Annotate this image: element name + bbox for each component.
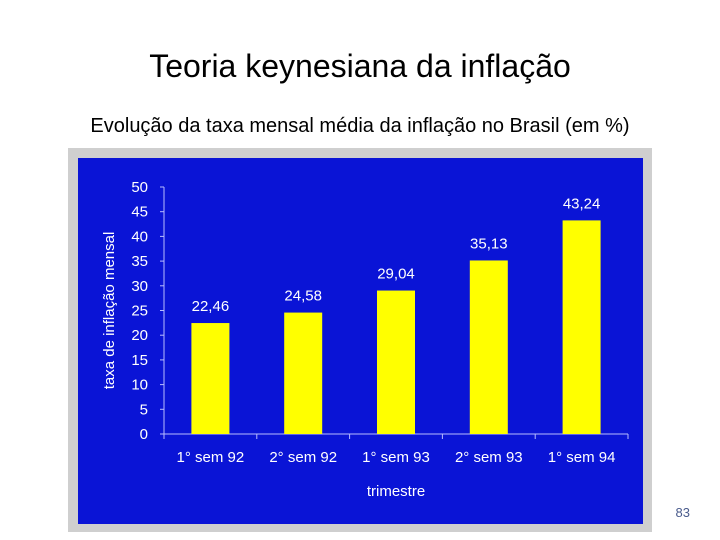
y-tick-label: 45: [131, 204, 148, 221]
y-tick-label: 40: [131, 228, 148, 245]
y-tick-label: 25: [131, 303, 148, 320]
y-tick-label: 15: [131, 352, 148, 369]
y-tick-label: 20: [131, 327, 148, 344]
y-tick-label: 35: [131, 253, 148, 270]
bar-value-label: 22,46: [192, 298, 230, 315]
bar-1: [191, 323, 230, 434]
chart-frame: 0 5 10 15 20 25 30 35 40 45 50 22,46 1° sem 92 24,58 2…: [68, 148, 652, 532]
slide-title: Teoria keynesiana da inflação: [149, 48, 571, 84]
x-tick-label: 2° sem 92: [269, 449, 337, 466]
y-tick-label: 10: [131, 377, 148, 394]
bar-5: [562, 220, 601, 434]
x-tick-label: 2° sem 93: [455, 449, 523, 466]
y-tick-label: 5: [140, 401, 148, 418]
bar-value-label: 29,04: [377, 266, 415, 283]
bar-4: [469, 260, 508, 434]
bar-3: [377, 290, 415, 434]
x-tick-label: 1° sem 93: [362, 449, 430, 466]
x-axis-title: trimestre: [367, 483, 425, 500]
page-number: 83: [675, 505, 690, 520]
bar-chart: 0 5 10 15 20 25 30 35 40 45 50 22,46 1° sem 92 24,58 2…: [78, 158, 643, 524]
y-tick-label: 50: [131, 179, 148, 196]
slide-subtitle: Evolução da taxa mensal média da inflaçã…: [90, 115, 630, 137]
x-tick-label: 1° sem 92: [177, 449, 245, 466]
y-axis-title: taxa de inflação mensal: [101, 232, 118, 390]
bar-value-label: 24,58: [284, 288, 322, 305]
chart-background: [78, 158, 643, 524]
bar-value-label: 35,13: [470, 235, 508, 252]
bar-value-label: 43,24: [563, 195, 601, 212]
y-tick-label: 30: [131, 278, 148, 295]
y-tick-label: 0: [140, 426, 148, 443]
x-tick-label: 1° sem 94: [548, 449, 616, 466]
bar-2: [284, 312, 323, 434]
